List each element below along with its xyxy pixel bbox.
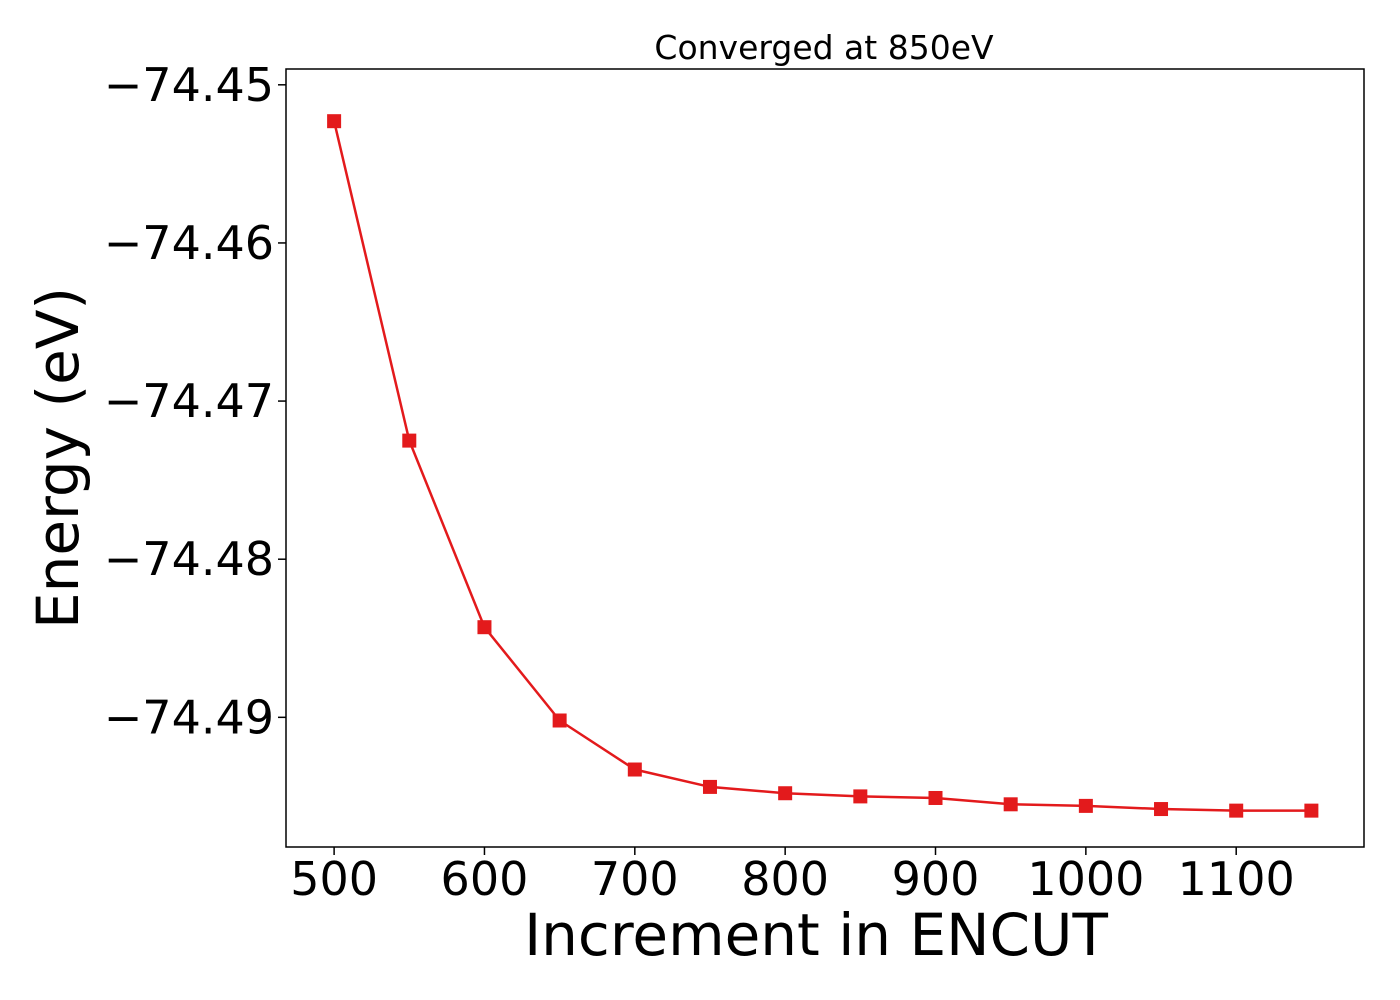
- data-point: [1003, 797, 1018, 812]
- data-point: [853, 789, 868, 804]
- x-axis-title: Increment in ENCUT: [524, 901, 1108, 969]
- data-point: [928, 790, 943, 805]
- x-tick-label: 700: [591, 852, 679, 906]
- data-point: [1154, 802, 1169, 817]
- x-tick-label: 900: [892, 852, 980, 906]
- data-point: [627, 762, 642, 777]
- data-point: [327, 114, 342, 129]
- chart-title: Converged at 850eV: [654, 28, 994, 67]
- plot-frame: [285, 68, 1365, 848]
- x-tick-label: 600: [441, 852, 529, 906]
- x-tick-label: 500: [290, 852, 378, 906]
- data-point: [778, 786, 793, 801]
- data-point: [1304, 803, 1319, 818]
- data-point: [402, 433, 417, 448]
- y-tick-label: −74.46: [104, 216, 274, 270]
- y-tick-label: −74.49: [104, 690, 274, 744]
- y-axis: −74.45 −74.46 −74.47 −74.48 −74.49: [104, 58, 286, 744]
- x-tick-label: 800: [741, 852, 829, 906]
- plot-area: 500 600 700 800 900 1000 1100 −74.45−74.46−74.…: [104, 58, 1365, 906]
- data-point: [1229, 803, 1244, 818]
- x-tick-label: 1000: [1027, 852, 1144, 906]
- data-point: [552, 713, 567, 728]
- data-point: [1078, 798, 1093, 813]
- y-tick-label: −74.47: [104, 374, 274, 428]
- y-axis-title: Energy (eV): [24, 287, 92, 629]
- x-axis: 500 600 700 800 900 1000 1100: [290, 847, 1295, 906]
- y-tick-label: −74.48: [104, 532, 274, 586]
- series-layer: [327, 114, 1319, 818]
- data-point: [702, 779, 717, 794]
- x-tick-label: 1100: [1178, 852, 1295, 906]
- series-line: [332, 120, 1312, 812]
- y-tick-label: −74.45: [104, 58, 274, 112]
- data-point: [477, 620, 492, 635]
